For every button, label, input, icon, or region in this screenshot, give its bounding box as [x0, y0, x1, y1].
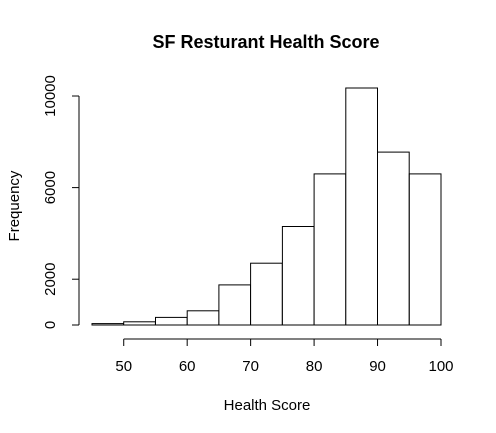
y-tick-label: 0 — [42, 321, 59, 329]
x-tick-label: 70 — [242, 358, 259, 375]
y-axis-label: Frequency — [6, 170, 23, 241]
chart-title: SF Resturant Health Score — [152, 32, 379, 52]
x-tick-label: 60 — [179, 358, 196, 375]
bars-group — [91, 87, 442, 326]
histogram-bar — [186, 310, 220, 326]
x-tick-label: 80 — [306, 358, 323, 375]
x-tick-label: 100 — [428, 358, 453, 375]
x-tick-label: 50 — [115, 358, 132, 375]
y-tick-label: 6000 — [42, 171, 59, 204]
x-tick-label: 90 — [369, 358, 386, 375]
x-axis-label: Health Score — [224, 397, 311, 414]
x-axis: 50 60 70 80 90 100 — [115, 338, 454, 375]
histogram-bar — [123, 321, 156, 326]
histogram-bar — [218, 284, 252, 326]
y-tick-label: 2000 — [42, 263, 59, 296]
histogram-bar — [313, 173, 347, 326]
histogram-bar — [155, 316, 188, 326]
histogram-bar — [281, 226, 315, 326]
histogram-bar — [377, 151, 410, 326]
histogram-bar — [345, 87, 378, 326]
histogram-bar — [91, 323, 125, 326]
y-tick-label: 10000 — [42, 75, 59, 117]
y-axis: 0 2000 6000 10000 — [42, 75, 80, 329]
histogram-bar — [408, 173, 442, 326]
histogram-bar — [250, 262, 283, 326]
